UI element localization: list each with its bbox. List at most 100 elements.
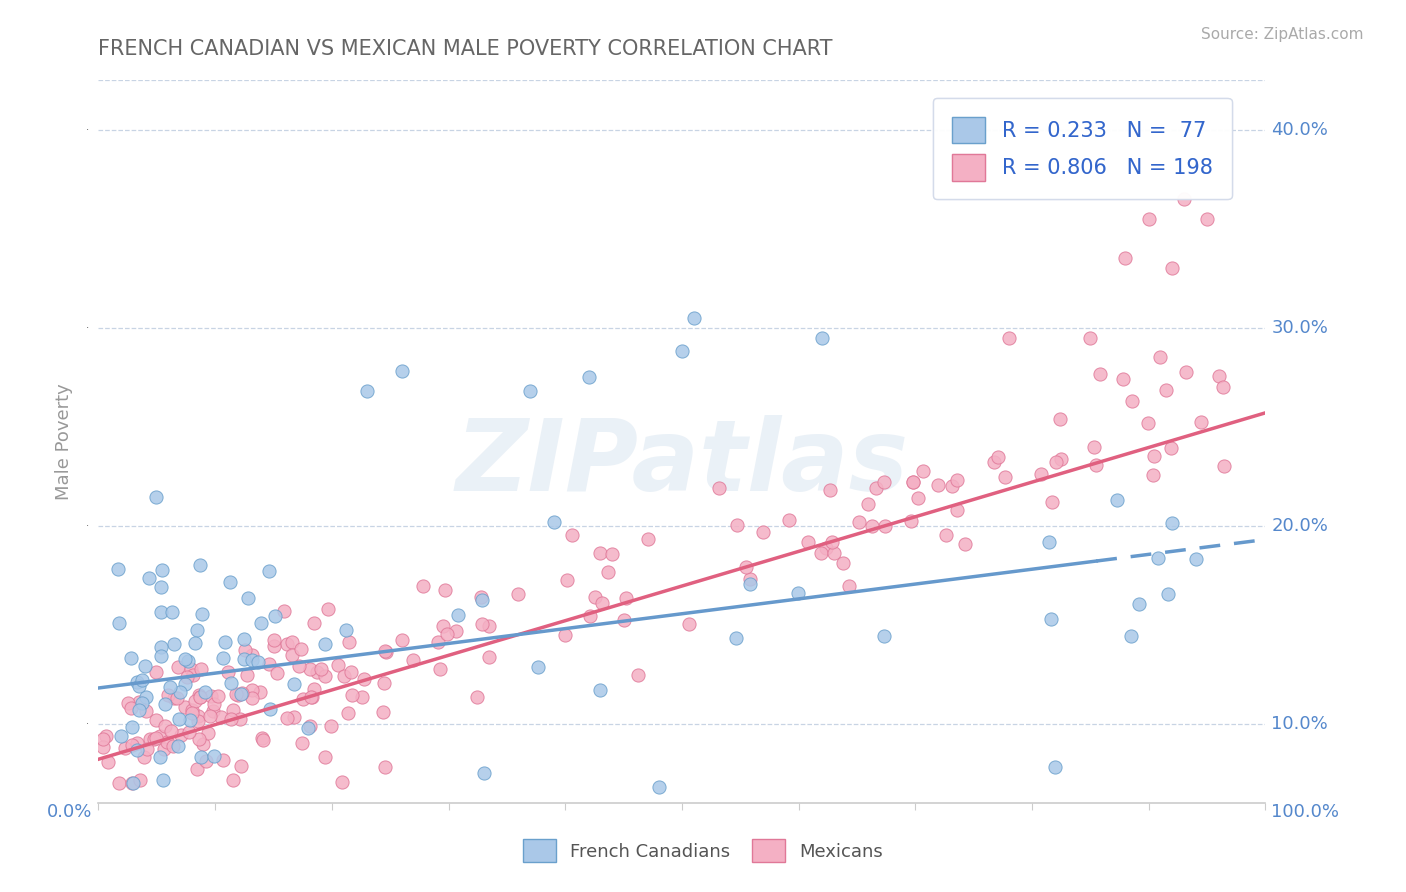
Point	[186, 763, 208, 777]
Point	[122, 776, 145, 790]
Point	[187, 714, 209, 729]
Point	[225, 687, 247, 701]
Y-axis label: Male Poverty: Male Poverty	[55, 384, 73, 500]
Point	[1038, 534, 1060, 549]
Point	[188, 690, 211, 705]
Point	[873, 475, 896, 489]
Point	[589, 683, 612, 698]
Point	[900, 514, 922, 528]
Point	[280, 648, 302, 662]
Point	[276, 637, 298, 651]
Point	[150, 563, 173, 577]
Point	[190, 750, 212, 764]
Text: 0.0%: 0.0%	[48, 803, 93, 821]
Point	[149, 640, 172, 655]
Point	[153, 719, 176, 733]
Point	[246, 656, 269, 670]
Point	[110, 729, 132, 743]
Point	[907, 491, 929, 505]
Point	[249, 685, 271, 699]
Point	[671, 344, 693, 359]
Text: FRENCH CANADIAN VS MEXICAN MALE POVERTY CORRELATION CHART: FRENCH CANADIAN VS MEXICAN MALE POVERTY …	[98, 39, 832, 59]
Point	[180, 662, 202, 676]
Point	[202, 748, 225, 763]
Point	[1142, 467, 1164, 482]
Point	[1114, 252, 1136, 266]
Point	[391, 633, 413, 648]
Point	[740, 576, 762, 591]
Point	[121, 720, 143, 734]
Point	[946, 474, 969, 488]
Point	[188, 558, 211, 572]
Point	[263, 632, 285, 647]
Point	[264, 608, 287, 623]
Point	[179, 713, 201, 727]
Point	[787, 585, 810, 599]
Point	[166, 690, 188, 705]
Point	[201, 705, 224, 719]
Point	[233, 632, 256, 646]
Point	[149, 605, 172, 619]
Point	[128, 702, 150, 716]
Point	[240, 653, 263, 667]
Point	[163, 636, 186, 650]
Point	[467, 690, 489, 704]
Point	[848, 515, 870, 529]
Point	[987, 450, 1010, 464]
Point	[188, 689, 211, 703]
Point	[252, 732, 274, 747]
Point	[519, 384, 541, 398]
Point	[557, 573, 579, 587]
Text: ZIPatlas: ZIPatlas	[456, 415, 908, 512]
Point	[222, 772, 245, 787]
Point	[1189, 415, 1212, 429]
Point	[314, 669, 336, 683]
Point	[174, 677, 197, 691]
Point	[337, 635, 360, 649]
Point	[637, 532, 659, 546]
Point	[194, 755, 217, 769]
Point	[229, 712, 252, 726]
Point	[1160, 516, 1182, 531]
Point	[257, 564, 280, 578]
Point	[198, 709, 221, 723]
Point	[125, 736, 148, 750]
Point	[184, 636, 207, 650]
Point	[108, 615, 131, 630]
Point	[163, 691, 186, 706]
Point	[314, 750, 336, 764]
Point	[97, 755, 120, 769]
Point	[187, 709, 209, 723]
Point	[128, 679, 150, 693]
Point	[554, 628, 576, 642]
Point	[1031, 467, 1053, 482]
Point	[218, 575, 240, 590]
Point	[236, 668, 259, 682]
Point	[342, 689, 364, 703]
Point	[117, 696, 139, 710]
Point	[91, 731, 114, 746]
Point	[226, 688, 249, 702]
Point	[838, 579, 860, 593]
Point	[121, 776, 143, 790]
Point	[391, 364, 413, 378]
Point	[613, 613, 636, 627]
Point	[240, 691, 263, 706]
Point	[176, 654, 198, 668]
Point	[283, 677, 305, 691]
Point	[173, 652, 195, 666]
Point	[191, 738, 214, 752]
Point	[627, 668, 650, 682]
Point	[120, 651, 142, 665]
Point	[273, 604, 295, 618]
Point	[297, 721, 319, 735]
Point	[149, 749, 172, 764]
Point	[678, 617, 700, 632]
Point	[356, 384, 378, 398]
Point	[1049, 451, 1071, 466]
Point	[316, 602, 339, 616]
Point	[159, 680, 181, 694]
Point	[1143, 449, 1166, 463]
Point	[865, 481, 887, 495]
Point	[184, 693, 207, 707]
